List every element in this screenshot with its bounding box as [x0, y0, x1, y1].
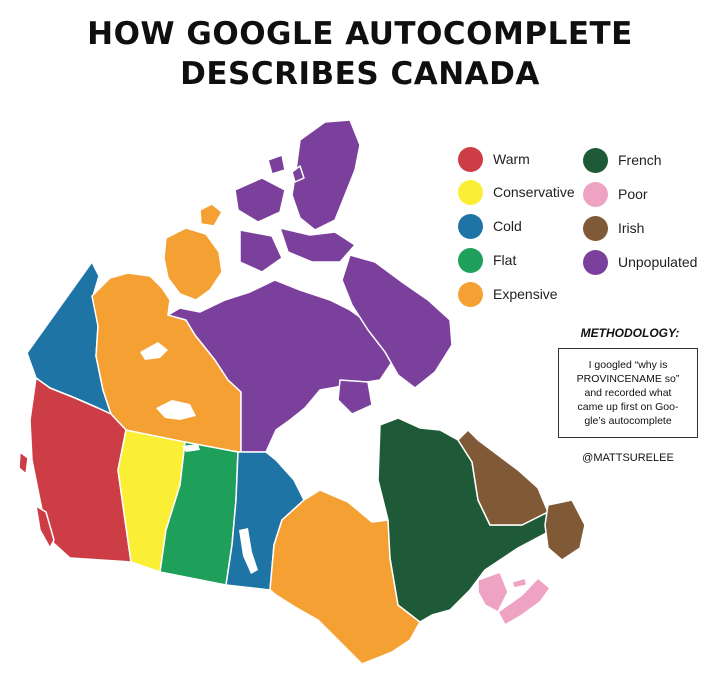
- legend-label-flat: Flat: [493, 252, 517, 268]
- legend-label-french: French: [618, 152, 662, 168]
- legend-label-cold: Cold: [493, 218, 522, 234]
- title-line-1: HOW GOOGLE AUTOCOMPLETE: [87, 16, 633, 52]
- legend-column-2: French Poor Irish Unpopulated: [583, 143, 697, 279]
- region-nova-scotia: [497, 577, 551, 626]
- legend-swatch-cold: [458, 213, 483, 239]
- legend-swatch-french: [583, 147, 608, 173]
- lake-great-bear: [140, 342, 168, 360]
- legend-item-unpopulated: Unpopulated: [583, 245, 697, 279]
- legend-item-expensive: Expensive: [458, 277, 575, 311]
- methodology-heading: METHODOLOGY:: [580, 326, 680, 340]
- legend-item-french: French: [583, 143, 697, 177]
- legend-label-unpopulated: Unpopulated: [618, 254, 698, 270]
- legend-item-poor: Poor: [583, 177, 697, 211]
- legend-swatch-conservative: [458, 179, 483, 205]
- legend-item-conservative: Conservative: [458, 175, 575, 209]
- region-northwest-territories-island-2: [199, 203, 223, 227]
- region-prince-edward-island: [511, 577, 528, 589]
- legend-swatch-unpopulated: [583, 249, 608, 275]
- region-nunavut-island-ellesmere: [291, 119, 361, 231]
- legend-column-1: Warm Conservative Cold Flat Expensive: [458, 143, 575, 311]
- region-nunavut-island-southampton: [337, 379, 373, 415]
- legend-swatch-warm: [458, 146, 483, 172]
- region-labrador: [457, 429, 549, 526]
- legend-swatch-flat: [458, 247, 483, 273]
- region-nunavut-island-west: [239, 229, 283, 273]
- legend-label-poor: Poor: [618, 186, 648, 202]
- legend-label-warm: Warm: [493, 151, 530, 167]
- legend-item-warm: Warm: [458, 143, 575, 175]
- region-nunavut-island-small-1: [267, 154, 286, 175]
- legend-item-irish: Irish: [583, 211, 697, 245]
- region-quebec: [377, 417, 553, 623]
- region-ontario: [269, 489, 421, 665]
- legend-label-conservative: Conservative: [493, 184, 575, 200]
- region-british-columbia-island: [35, 505, 55, 549]
- credit: @MATTSURELEE: [582, 452, 674, 464]
- legend-swatch-poor: [583, 181, 608, 207]
- region-northwest-territories-island-1: [163, 227, 223, 301]
- legend-label-irish: Irish: [618, 220, 645, 236]
- lake-great-slave: [156, 400, 196, 420]
- region-nunavut-island-baffin: [341, 254, 453, 389]
- region-british-columbia-haida: [18, 451, 29, 475]
- region-nunavut-island-devon: [279, 227, 356, 263]
- methodology-box: I googled “why is PROVINCENAME so” and r…: [558, 348, 698, 438]
- legend-swatch-irish: [583, 215, 608, 241]
- lake-winnipeg: [239, 528, 258, 574]
- region-nunavut-island-small-2: [291, 165, 305, 183]
- title-line-2: DESCRIBES CANADA: [180, 56, 540, 92]
- map-title: HOW GOOGLE AUTOCOMPLETE DESCRIBES CANADA: [0, 14, 720, 94]
- legend-label-expensive: Expensive: [493, 286, 558, 302]
- region-newfoundland: [544, 499, 586, 561]
- region-nunavut-island-cluster: [234, 177, 286, 223]
- region-new-brunswick: [477, 571, 509, 613]
- legend-swatch-expensive: [458, 281, 483, 307]
- lake-athabasca: [182, 444, 200, 452]
- legend-item-cold: Cold: [458, 209, 575, 243]
- legend-item-flat: Flat: [458, 243, 575, 277]
